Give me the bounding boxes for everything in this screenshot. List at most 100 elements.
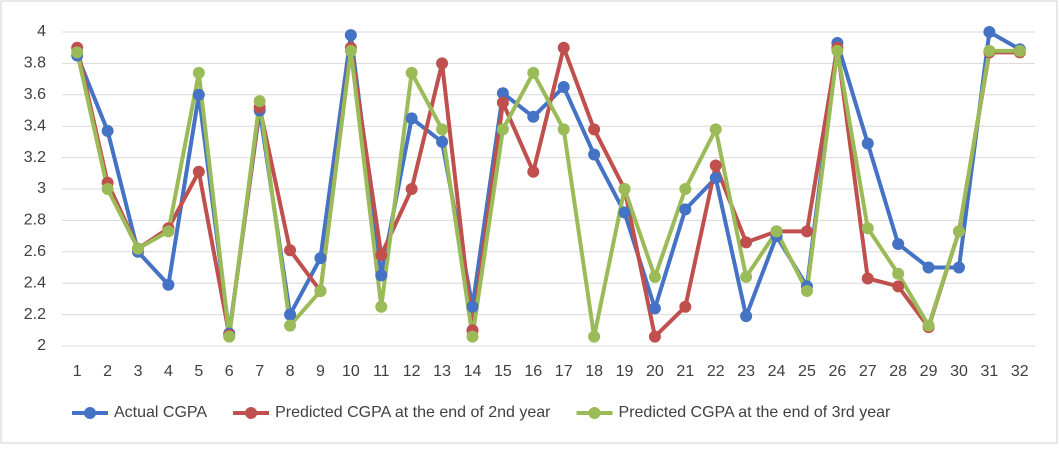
x-tick-label: 10 [342,363,360,380]
data-point [800,285,813,298]
y-tick-label: 3.6 [24,86,46,103]
data-point [436,135,449,148]
x-tick-label: 1 [73,363,82,380]
data-point [375,300,388,313]
data-point [648,270,661,283]
x-tick-label: 24 [768,363,786,380]
legend-label: Actual CGPA [114,404,207,421]
y-tick-label: 2.4 [24,274,46,291]
y-tick-label: 2 [37,337,46,354]
x-tick-label: 30 [950,363,968,380]
legend-label: Predicted CGPA at the end of 3rd year [619,404,892,421]
x-tick-label: 3 [134,363,143,380]
data-point [284,244,297,257]
data-point [892,237,905,250]
x-tick-label: 14 [464,363,482,380]
data-point [1013,44,1026,57]
data-point [740,236,753,249]
data-point [618,206,631,219]
y-tick-label: 3.4 [24,117,46,134]
data-point [952,225,965,238]
x-tick-label: 20 [646,363,664,380]
legend-marker [245,407,258,419]
x-tick-label: 26 [828,363,846,380]
data-point [557,123,570,136]
data-point [679,183,692,195]
data-point [527,165,540,178]
data-point [405,183,418,195]
data-point [101,124,114,137]
data-point [223,330,236,343]
data-point [496,96,509,109]
data-point [740,310,753,323]
data-point [831,44,844,57]
data-point [284,319,297,332]
y-tick-label: 3.2 [24,149,46,166]
data-point [983,44,996,57]
data-point [375,269,388,282]
data-point [983,26,996,38]
data-point [861,137,874,150]
data-point [132,242,145,255]
data-point [588,123,601,136]
x-tick-label: 2 [103,363,112,380]
data-point [648,330,661,343]
data-point [192,66,205,79]
x-tick-label: 32 [1011,363,1029,380]
data-point [770,225,783,238]
data-point [466,330,479,343]
x-tick-label: 17 [555,363,573,380]
data-point [405,66,418,79]
y-tick-label: 2.8 [24,212,46,229]
x-tick-label: 6 [225,363,234,380]
x-tick-label: 16 [524,363,542,380]
data-point [618,183,631,195]
data-point [344,44,357,57]
data-point [375,248,388,261]
data-point [557,80,570,93]
data-point [952,261,965,274]
x-tick-label: 19 [616,363,634,380]
x-tick-label: 25 [798,363,816,380]
data-point [709,123,722,136]
y-tick-label: 3.8 [24,55,46,72]
x-tick-label: 29 [920,363,938,380]
data-point [557,41,570,54]
data-point [588,148,601,161]
data-point [101,183,114,195]
data-point [709,159,722,172]
y-tick-label: 2.6 [24,243,46,260]
data-point [892,280,905,293]
data-point [284,308,297,321]
data-point [71,46,84,59]
x-tick-label: 13 [433,363,451,380]
x-tick-label: 15 [494,363,512,380]
y-tick-label: 2.2 [24,306,46,323]
data-point [436,123,449,136]
data-point [314,285,327,298]
data-point [162,278,175,291]
data-point [192,88,205,101]
data-point [436,57,449,70]
y-tick-label: 4 [37,23,46,40]
x-tick-label: 23 [737,363,755,380]
data-point [648,302,661,315]
data-point [314,252,327,265]
data-point [679,203,692,216]
x-tick-label: 21 [676,363,694,380]
legend-label: Predicted CGPA at the end of 2nd year [275,404,551,421]
data-point [496,123,509,136]
data-point [679,300,692,313]
data-point [192,165,205,178]
x-tick-label: 8 [286,363,295,380]
data-point [709,172,722,185]
x-tick-label: 22 [707,363,725,380]
x-tick-label: 28 [889,363,907,380]
x-tick-label: 5 [194,363,203,380]
legend-marker [84,407,96,419]
x-tick-label: 31 [980,363,998,380]
x-tick-label: 7 [255,363,264,380]
data-point [527,66,540,79]
data-point [466,300,479,313]
